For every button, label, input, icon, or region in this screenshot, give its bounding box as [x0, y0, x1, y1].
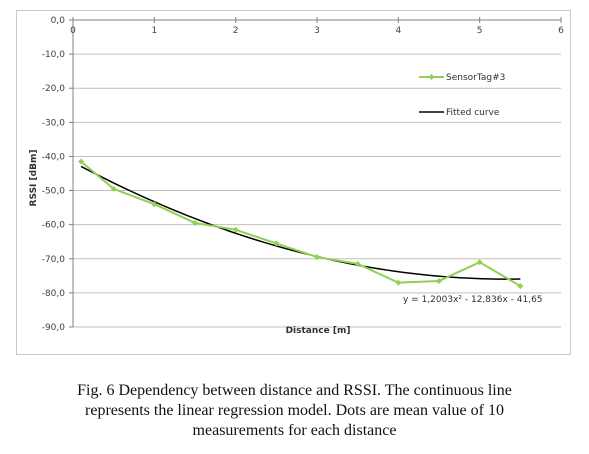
y-tick-label: -60,0: [42, 221, 66, 231]
sensortag-point: [110, 185, 117, 192]
y-tick-label: -50,0: [42, 187, 66, 197]
sensortag-point: [232, 226, 239, 233]
regression-equation: y = 1,2003x² - 12,836x - 41,65: [403, 295, 543, 305]
legend-sensortag-marker: [428, 74, 435, 80]
legend: SensorTag#3 Fitted curve: [419, 73, 505, 118]
figure-caption: Fig. 6 Dependency between distance and R…: [0, 381, 589, 441]
x-tick-label: 5: [477, 26, 483, 36]
y-tick-label: 0,0: [51, 16, 66, 26]
sensortag-point: [273, 240, 280, 247]
rssi-distance-chart: 0,0 -10,0 -20,0 -30,0 -40,0 -50,0 -60,0 -70,0 -8…: [29, 16, 564, 336]
legend-sensortag-label: SensorTag#3: [446, 73, 505, 83]
sensortag-point: [476, 259, 483, 266]
x-tick-label: 1: [151, 26, 157, 36]
x-tick-label: 6: [558, 26, 564, 36]
y-tick-label: -40,0: [42, 152, 66, 162]
y-axis-label: RSSI [dBm]: [29, 150, 39, 207]
sensortag-point: [517, 283, 524, 290]
axes: [69, 17, 562, 328]
grid-lines: [73, 19, 561, 328]
caption-line: Fig. 6 Dependency between distance and R…: [77, 382, 512, 399]
x-tick-label: 3: [314, 26, 320, 36]
sensortag-point: [314, 254, 320, 261]
y-tick-label: -10,0: [42, 50, 66, 60]
caption-line: represents the linear regression model. …: [85, 402, 504, 419]
y-tick-label: -30,0: [42, 118, 66, 128]
x-tick-label: 2: [233, 26, 239, 36]
sensortag-line: [80, 160, 521, 287]
x-axis-label: Distance [m]: [286, 326, 351, 336]
y-tick-label: -70,0: [42, 255, 66, 265]
legend-fitted-label: Fitted curve: [446, 108, 500, 118]
x-tick-label: 0: [70, 26, 76, 36]
y-tick-label: -20,0: [42, 84, 66, 94]
sensortag-point: [192, 219, 198, 226]
sensortag-series: [78, 158, 524, 290]
sensortag-point: [395, 279, 402, 286]
sensortag-point: [354, 260, 361, 267]
chart-frame: [16, 10, 571, 355]
sensortag-point: [436, 277, 442, 284]
tick-labels: 0,0 -10,0 -20,0 -30,0 -40,0 -50,0 -60,0 -70,0 -8…: [42, 16, 564, 333]
fitted-curve: [80, 165, 521, 280]
sensortag-point: [78, 158, 85, 165]
caption-line: measurements for each distance: [192, 422, 397, 439]
fitted-curve-line: [80, 165, 521, 280]
sensortag-point: [151, 201, 158, 208]
y-tick-label: -80,0: [42, 289, 66, 299]
x-tick-label: 4: [395, 26, 401, 36]
y-tick-label: -90,0: [42, 323, 66, 333]
